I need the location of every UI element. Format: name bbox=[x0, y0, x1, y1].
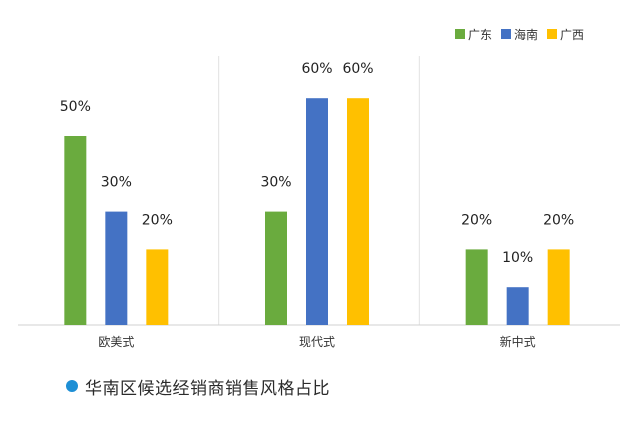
bar-广西-新中式 bbox=[547, 249, 570, 325]
category-separators bbox=[218, 56, 420, 325]
legend-label: 广西 bbox=[560, 28, 584, 42]
value-label: 20% bbox=[461, 212, 492, 228]
category-label: 新中式 bbox=[500, 334, 536, 349]
bar-广西-现代式 bbox=[347, 98, 369, 325]
value-label: 60% bbox=[342, 61, 373, 77]
legend-swatch bbox=[455, 29, 465, 39]
bar-海南-现代式 bbox=[306, 98, 328, 325]
value-label: 30% bbox=[260, 175, 291, 191]
legend-label: 广东 bbox=[468, 28, 492, 42]
bar-海南-新中式 bbox=[506, 287, 529, 325]
value-label: 20% bbox=[142, 212, 173, 228]
caption-text: 华南区候选经销商销售风格占比 bbox=[85, 378, 330, 399]
value-label: 60% bbox=[301, 61, 332, 77]
value-label: 20% bbox=[543, 212, 574, 228]
legend-label: 海南 bbox=[514, 27, 538, 42]
value-label: 30% bbox=[101, 175, 132, 191]
bar-广东-新中式 bbox=[465, 249, 488, 325]
category-labels-group: 欧美式 现代式 新中式 bbox=[98, 334, 535, 349]
legend-swatch bbox=[501, 29, 511, 39]
category-label: 现代式 bbox=[299, 335, 335, 349]
category-label: 欧美式 bbox=[98, 335, 134, 349]
bar-series-group bbox=[64, 98, 570, 325]
legend-swatch bbox=[547, 29, 557, 39]
chart-caption: 华南区候选经销商销售风格占比 bbox=[66, 375, 330, 399]
bar-广东-欧美式 bbox=[64, 136, 87, 325]
legend: 广东 海南 广西 bbox=[455, 27, 584, 42]
bar-海南-欧美式 bbox=[105, 211, 128, 325]
bar-广东-现代式 bbox=[265, 211, 287, 325]
value-label: 10% bbox=[502, 250, 533, 266]
value-labels-group: 50% 30% 20% 30% 60% 60% 20% 10% 20% bbox=[60, 61, 574, 266]
value-label: 50% bbox=[60, 99, 91, 115]
caption-bullet-icon bbox=[66, 380, 78, 392]
bar-广西-欧美式 bbox=[146, 249, 169, 325]
